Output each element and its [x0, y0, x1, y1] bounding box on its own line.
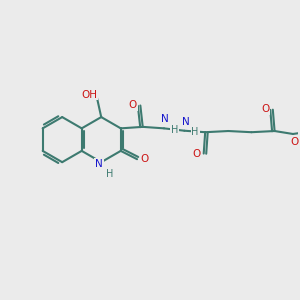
Text: O: O [192, 149, 200, 159]
Text: N: N [182, 117, 189, 127]
Text: N: N [95, 159, 103, 169]
Text: H: H [191, 127, 199, 137]
Text: O: O [261, 104, 269, 114]
Text: O: O [140, 154, 148, 164]
Text: O: O [129, 100, 137, 110]
Text: H: H [106, 169, 114, 179]
Text: OH: OH [81, 89, 98, 100]
Text: N: N [161, 115, 169, 124]
Text: H: H [171, 125, 178, 135]
Text: O: O [290, 137, 298, 147]
